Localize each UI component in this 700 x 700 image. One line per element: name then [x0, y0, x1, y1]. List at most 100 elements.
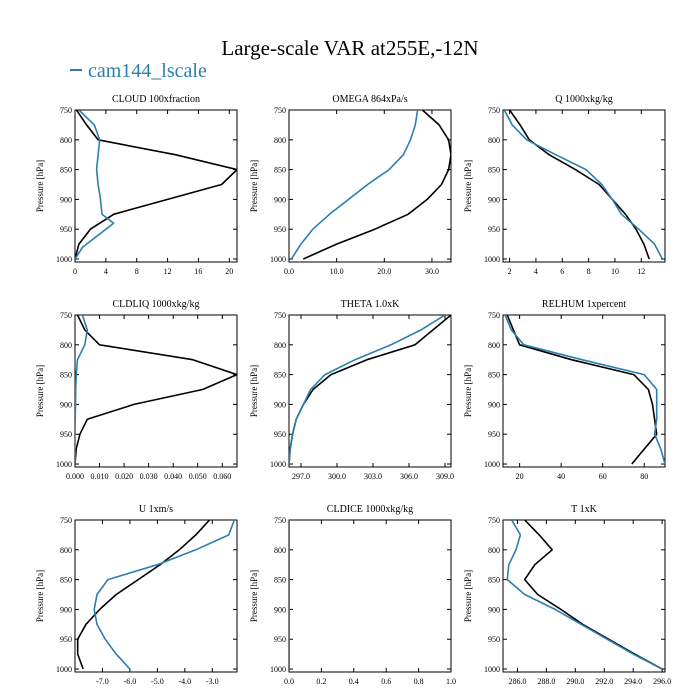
- y-tick-label: 900: [60, 195, 72, 204]
- x-tick-label: 0.010: [91, 472, 109, 481]
- x-tick-label: -4.0: [178, 677, 191, 686]
- y-axis-label: Pressure [hPa]: [463, 570, 473, 622]
- y-tick-label: 900: [274, 605, 286, 614]
- x-tick-label: 20: [516, 472, 524, 481]
- y-tick-label: 950: [274, 225, 286, 234]
- x-tick-label: 0.0: [284, 677, 294, 686]
- y-tick-label: 750: [60, 106, 72, 115]
- y-tick-label: 900: [274, 400, 286, 409]
- x-tick-label: 0.8: [414, 677, 424, 686]
- x-tick-label: 20.0: [377, 267, 391, 276]
- x-tick-label: 296.0: [653, 677, 671, 686]
- x-tick-label: 12: [637, 267, 645, 276]
- y-tick-label: 750: [60, 311, 72, 320]
- y-tick-label: 750: [274, 106, 286, 115]
- y-tick-label: 800: [274, 136, 286, 145]
- x-tick-label: 6: [560, 267, 564, 276]
- chart-panel-6: U 1xm/s Pressure [hPa] 750 800 850 900 950 1000…: [35, 504, 238, 686]
- y-tick-label: 750: [488, 106, 500, 115]
- x-tick-label: 0.4: [349, 677, 359, 686]
- y-tick-label: 800: [488, 546, 500, 555]
- x-tick-label: 40: [557, 472, 565, 481]
- x-tick-label: 0.2: [316, 677, 326, 686]
- x-tick-label: 0: [73, 267, 77, 276]
- series-line-reference: [506, 315, 658, 465]
- x-tick-label: -5.0: [151, 677, 164, 686]
- y-tick-label: 950: [488, 635, 500, 644]
- panel-title: RELHUM 1xpercent: [542, 299, 626, 310]
- x-tick-label: 8: [587, 267, 591, 276]
- y-tick-label: 1000: [270, 255, 286, 264]
- x-tick-label: 8: [135, 267, 139, 276]
- legend-label: cam144_lscale: [88, 60, 207, 82]
- x-tick-label: 0.040: [164, 472, 182, 481]
- y-tick-label: 850: [60, 576, 72, 585]
- chart-panel-5: RELHUM 1xpercent Pressure [hPa] 750 800 850 9…: [463, 299, 666, 481]
- y-tick-label: 1000: [270, 460, 286, 469]
- x-tick-label: 80: [640, 472, 648, 481]
- series-line-model: [93, 520, 236, 670]
- x-tick-label: 0.030: [140, 472, 158, 481]
- y-axis-label: Pressure [hPa]: [249, 365, 259, 417]
- x-tick-label: 294.0: [624, 677, 642, 686]
- x-tick-label: 0.060: [213, 472, 231, 481]
- plot-frame: [288, 519, 452, 673]
- panel-title: T 1xK: [571, 504, 597, 515]
- x-tick-label: 0.000: [66, 472, 84, 481]
- x-tick-label: 297.0: [292, 472, 310, 481]
- plot-frame: [502, 109, 666, 263]
- y-tick-label: 800: [488, 136, 500, 145]
- y-tick-label: 800: [60, 546, 72, 555]
- y-tick-label: 750: [488, 516, 500, 525]
- y-tick-label: 900: [60, 605, 72, 614]
- y-tick-label: 900: [488, 195, 500, 204]
- y-tick-label: 950: [274, 635, 286, 644]
- chart-panel-0: CLOUD 100xfraction Pressure [hPa] 750 800 85…: [35, 94, 238, 276]
- x-tick-label: 0.0: [284, 267, 294, 276]
- y-tick-label: 950: [60, 635, 72, 644]
- series-line-reference: [76, 520, 211, 670]
- y-axis-label: Pressure [hPa]: [249, 570, 259, 622]
- y-tick-label: 750: [274, 311, 286, 320]
- y-axis-label: Pressure [hPa]: [35, 570, 45, 622]
- chart-panel-7: CLDICE 1000xkg/kg Pressure [hPa] 750 800 850…: [249, 504, 456, 686]
- x-tick-label: 288.0: [537, 677, 555, 686]
- x-tick-label: 2: [508, 267, 512, 276]
- panel-title: THETA 1.0xK: [341, 299, 400, 310]
- x-tick-label: 1.0: [446, 677, 456, 686]
- series-line-reference: [289, 315, 451, 465]
- x-tick-label: 30.0: [425, 267, 439, 276]
- y-tick-label: 800: [274, 341, 286, 350]
- y-tick-label: 950: [488, 225, 500, 234]
- x-tick-label: -3.0: [206, 677, 219, 686]
- series-line-reference: [508, 110, 650, 260]
- y-tick-label: 900: [488, 605, 500, 614]
- plot-frame: [502, 519, 666, 673]
- figure-title: Large-scale VAR at255E,-12N: [221, 36, 479, 60]
- x-tick-label: 0.6: [381, 677, 391, 686]
- x-tick-label: 306.0: [400, 472, 418, 481]
- y-tick-label: 750: [488, 311, 500, 320]
- x-tick-label: 16: [194, 267, 202, 276]
- y-tick-label: 850: [60, 371, 72, 380]
- plot-frame: [74, 519, 238, 673]
- x-tick-label: 309.0: [436, 472, 454, 481]
- plot-frame: [288, 109, 452, 263]
- chart-panel-4: THETA 1.0xK Pressure [hPa] 750 800 850 900 950…: [249, 299, 454, 481]
- y-tick-label: 1000: [56, 665, 72, 674]
- x-tick-label: 300.0: [328, 472, 346, 481]
- y-axis-label: Pressure [hPa]: [35, 365, 45, 417]
- series-line-model: [290, 110, 419, 260]
- plot-frame: [74, 314, 238, 468]
- y-tick-label: 900: [60, 400, 72, 409]
- x-tick-label: 10: [611, 267, 619, 276]
- series-line-model: [503, 110, 664, 260]
- y-axis-label: Pressure [hPa]: [463, 365, 473, 417]
- series-line-model: [75, 315, 89, 464]
- series-line-reference: [75, 315, 237, 465]
- chart-panel-3: CLDLIQ 1000xkg/kg Pressure [hPa] 750 800 850…: [35, 299, 238, 481]
- series-line-reference: [302, 110, 451, 260]
- x-tick-label: -7.0: [96, 677, 109, 686]
- plot-frame: [288, 314, 452, 468]
- chart-panel-2: Q 1000xkg/kg Pressure [hPa] 750 800 850 900 95…: [463, 94, 666, 276]
